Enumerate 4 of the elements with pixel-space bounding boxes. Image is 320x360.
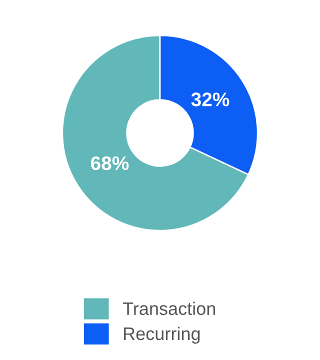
- data-label: 32%: [191, 92, 230, 106]
- legend-label: Transaction: [122, 302, 216, 316]
- data-label: 68%: [90, 156, 129, 170]
- legend-label: Recurring: [124, 326, 200, 344]
